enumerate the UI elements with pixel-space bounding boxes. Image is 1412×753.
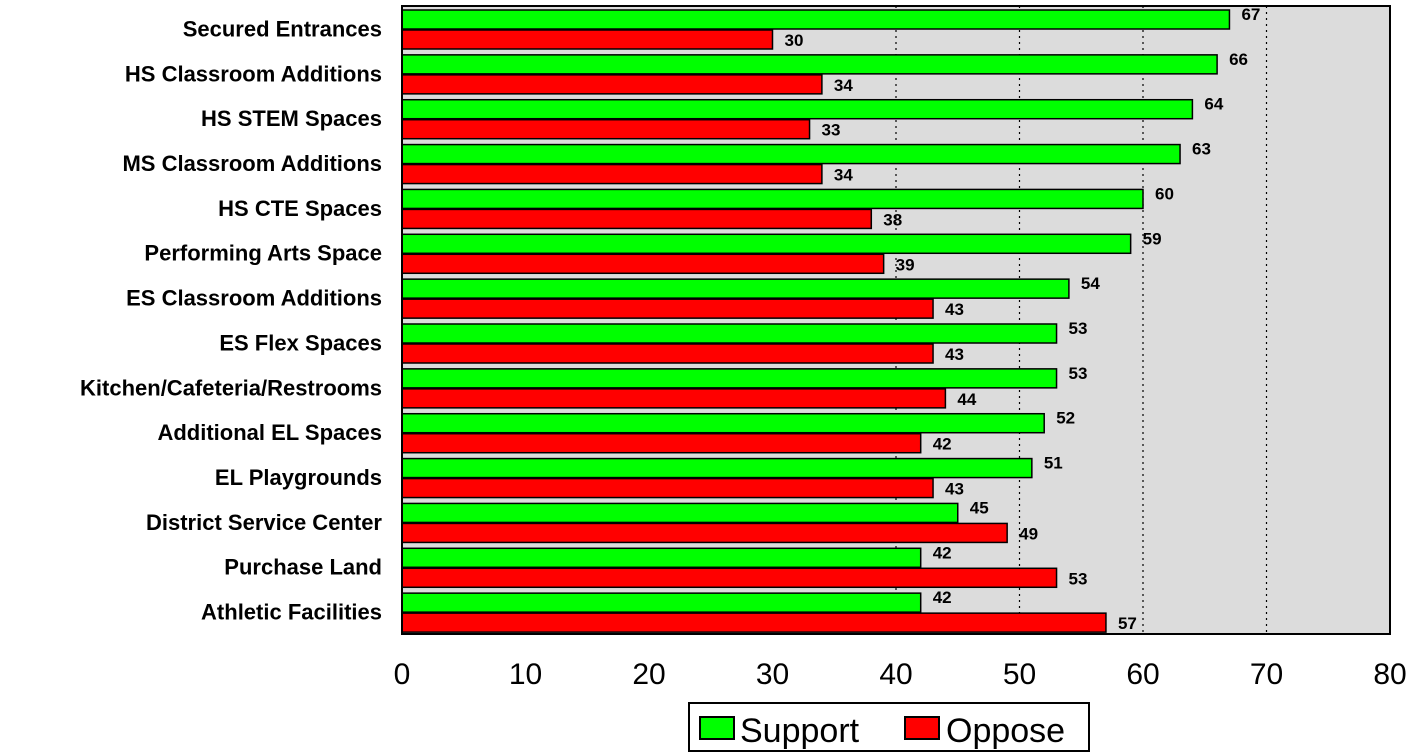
support-value-label: 53 — [1069, 364, 1088, 383]
category-label: MS Classroom Additions — [122, 151, 382, 176]
legend-box — [688, 702, 1090, 752]
support-value-label: 66 — [1229, 50, 1248, 69]
oppose-bar — [401, 477, 934, 499]
support-value-label: 42 — [933, 543, 952, 562]
oppose-value-label: 33 — [822, 121, 841, 140]
oppose-bar — [401, 163, 823, 185]
legend-swatch-support — [699, 716, 735, 740]
support-bar — [401, 9, 1231, 30]
category-label: Performing Arts Space — [144, 241, 382, 266]
support-value-label: 45 — [970, 498, 989, 517]
support-bar — [401, 98, 1194, 120]
oppose-value-label: 39 — [896, 255, 915, 274]
support-bar — [401, 323, 1058, 344]
category-label: Purchase Land — [224, 555, 382, 580]
x-tick-label: 80 — [1373, 658, 1406, 691]
support-bar — [401, 457, 1033, 479]
category-label: Kitchen/Cafeteria/Restrooms — [80, 375, 382, 400]
support-bar — [401, 412, 1045, 434]
oppose-value-label: 34 — [834, 76, 853, 95]
support-bar — [401, 233, 1132, 255]
support-value-label: 67 — [1241, 5, 1260, 24]
support-value-label: 59 — [1143, 229, 1162, 248]
oppose-bar — [401, 118, 811, 140]
oppose-value-label: 43 — [945, 300, 964, 319]
support-value-label: 52 — [1056, 409, 1075, 428]
support-value-label: 60 — [1155, 184, 1174, 203]
support-value-label: 51 — [1044, 454, 1063, 473]
legend-label-support: Support — [740, 712, 860, 750]
oppose-value-label: 44 — [957, 390, 976, 409]
x-tick-label: 20 — [632, 658, 665, 691]
support-value-label: 53 — [1069, 319, 1088, 338]
oppose-bar — [401, 612, 1107, 633]
oppose-bar — [401, 567, 1058, 589]
legend-swatch-oppose — [904, 716, 940, 740]
category-label: HS STEM Spaces — [201, 106, 382, 131]
support-bar — [401, 502, 959, 524]
oppose-value-label: 38 — [883, 210, 902, 229]
category-label: HS CTE Spaces — [218, 196, 382, 221]
oppose-bar — [401, 343, 934, 364]
oppose-value-label: 30 — [785, 31, 804, 50]
x-tick-label: 10 — [509, 658, 542, 691]
x-tick-label: 0 — [394, 658, 411, 691]
support-value-label: 63 — [1192, 140, 1211, 159]
oppose-value-label: 43 — [945, 480, 964, 499]
x-tick-label: 40 — [879, 658, 912, 691]
oppose-value-label: 49 — [1019, 524, 1038, 543]
support-bar — [401, 368, 1058, 389]
support-bar — [401, 54, 1218, 75]
x-tick-label: 50 — [1003, 658, 1036, 691]
oppose-value-label: 34 — [834, 166, 853, 185]
oppose-value-label: 53 — [1069, 569, 1088, 588]
category-label: Athletic Facilities — [201, 600, 382, 625]
support-value-label: 64 — [1204, 95, 1223, 114]
plot-frame — [401, 5, 1391, 635]
oppose-bar — [401, 298, 934, 319]
oppose-bar — [401, 253, 885, 275]
oppose-bar — [401, 74, 823, 95]
oppose-value-label: 57 — [1118, 614, 1137, 633]
oppose-bar — [401, 29, 774, 50]
category-label: HS Classroom Additions — [125, 61, 382, 86]
legend: Support Oppose — [688, 702, 1090, 752]
category-label: Secured Entrances — [183, 16, 382, 41]
x-tick-label: 30 — [756, 658, 789, 691]
support-bar — [401, 278, 1070, 299]
support-value-label: 42 — [933, 588, 952, 607]
oppose-bar — [401, 388, 947, 409]
category-label: District Service Center — [146, 510, 382, 535]
oppose-value-label: 42 — [933, 435, 952, 454]
x-tick-label: 70 — [1250, 658, 1283, 691]
category-label: ES Flex Spaces — [219, 330, 382, 355]
legend-label-oppose: Oppose — [946, 712, 1065, 750]
oppose-value-label: 43 — [945, 345, 964, 364]
support-bar — [401, 592, 922, 613]
x-tick-label: 60 — [1126, 658, 1159, 691]
category-label: Additional EL Spaces — [157, 420, 382, 445]
support-bar — [401, 143, 1181, 165]
category-label: ES Classroom Additions — [126, 286, 382, 311]
support-value-label: 54 — [1081, 274, 1100, 293]
category-label: EL Playgrounds — [215, 465, 382, 490]
oppose-bar — [401, 432, 922, 454]
oppose-bar — [401, 208, 873, 230]
support-bar — [401, 188, 1144, 210]
support-bar — [401, 547, 922, 569]
oppose-bar — [401, 522, 1008, 544]
